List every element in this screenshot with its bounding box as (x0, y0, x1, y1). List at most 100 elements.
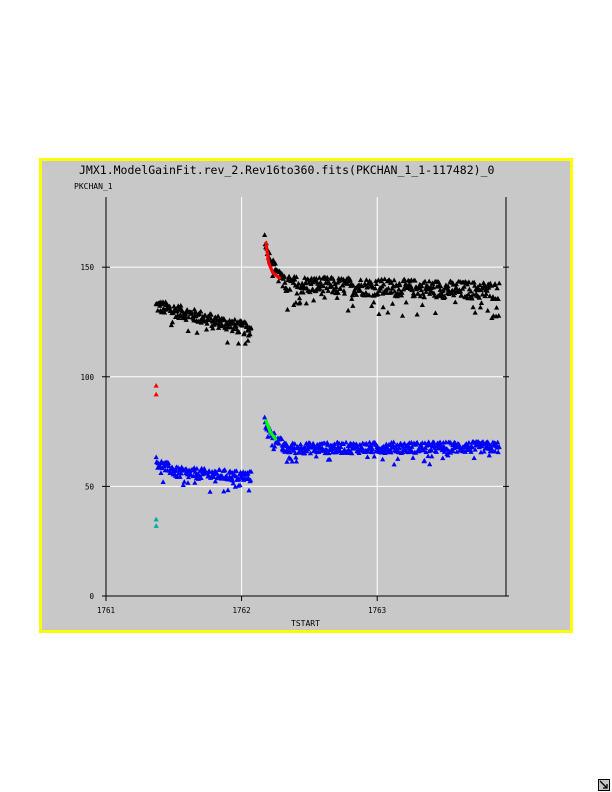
upper-data-point (347, 277, 353, 282)
lower-data-point (421, 458, 428, 463)
upper-data-point (224, 339, 231, 345)
upper-data-point (415, 291, 421, 296)
upper-data-point (432, 310, 439, 316)
upper-data-point (341, 290, 348, 296)
lower-data-point (221, 488, 227, 494)
lower-data-point (395, 456, 401, 461)
upper-data-point (287, 287, 293, 292)
upper-data-point (241, 330, 247, 336)
upper-data-point (457, 288, 464, 294)
upper-data-point (248, 325, 254, 330)
lower-data-point (425, 453, 431, 459)
lower-data-point (315, 444, 321, 450)
upper-data-point (275, 278, 282, 284)
lower-data-point (297, 441, 304, 447)
upper-data-point (325, 288, 331, 293)
lower-data-point (262, 414, 268, 420)
lower-data-point (496, 444, 502, 449)
upper-data-point (232, 316, 238, 322)
y-axis-label: PKCHAN_1 (74, 182, 113, 191)
lower-data-point (188, 472, 194, 477)
upper-data-point (292, 276, 298, 282)
lower-data-point (225, 487, 231, 493)
upper-data-point (440, 287, 446, 293)
lower-data-point (198, 475, 204, 481)
upper-data-point (388, 278, 394, 284)
upper-data-point (295, 280, 302, 286)
lower-data-point (313, 453, 319, 459)
lower-data-point (248, 468, 254, 474)
lower-data-point (468, 449, 474, 454)
lower-data-point (479, 443, 485, 449)
upper-data-point (484, 288, 490, 293)
lower-data-point (279, 436, 285, 442)
upper-data-point (385, 309, 391, 315)
upper-data-point (185, 328, 191, 333)
axis-labels: JMX1.ModelGainFit.rev_2.Rev16to360.fits(… (74, 163, 494, 628)
upper-data-point (469, 295, 475, 301)
upper-data-point (487, 293, 493, 299)
upper-data-point (192, 309, 199, 314)
lower-data-point (246, 487, 252, 493)
lower-data-point (185, 480, 191, 485)
lower-data-point (331, 441, 338, 447)
upper-data-point (228, 324, 234, 330)
upper-data-point (366, 292, 372, 297)
upper-data-point (476, 295, 482, 300)
lower-data-point (292, 441, 298, 446)
upper-data-point (422, 278, 428, 284)
lower-data-point (414, 439, 420, 445)
upper-data-point (465, 291, 471, 297)
lower-data-point (492, 448, 498, 454)
upper-fit-line (264, 241, 282, 280)
upper-data-point (329, 283, 335, 289)
upper-data-point (217, 319, 223, 324)
lower-data-point (280, 445, 286, 451)
upper-data-point (348, 280, 354, 286)
upper-data-point (421, 294, 428, 300)
lower-data-point (177, 474, 183, 479)
upper-data-point (358, 277, 364, 282)
lower-data-point (426, 439, 432, 445)
lower-data-point (445, 452, 451, 458)
lower-data-point (466, 439, 472, 445)
x-tick-label: 1763 (368, 606, 386, 615)
lower-data-point (222, 467, 228, 472)
upper-data-point (301, 283, 307, 288)
upper-data-point (291, 302, 297, 307)
upper-data-point (472, 283, 478, 288)
lower-data-point (433, 449, 440, 454)
upper-data-point (282, 280, 288, 285)
upper-data-point (391, 277, 397, 283)
lower-data-point (230, 480, 236, 486)
lower-data-point (334, 448, 340, 454)
upper-data-point (452, 290, 458, 296)
upper-data-point (409, 287, 416, 293)
upper-data-point (240, 322, 246, 328)
upper-data-point (420, 291, 426, 296)
upper-data-point (357, 287, 363, 293)
upper-data-point (277, 268, 283, 274)
lower-data-point (427, 461, 433, 467)
upper-data-point (396, 286, 402, 292)
upper-data-point (495, 296, 501, 302)
lower-data-point (269, 442, 275, 448)
upper-data-point (439, 291, 445, 296)
lower-data-point (349, 450, 355, 456)
upper-data-point (472, 309, 478, 315)
upper-data-point (161, 309, 168, 315)
upper-data-point (442, 294, 448, 299)
lower-data-point (201, 465, 207, 471)
resize-corner-icon[interactable] (598, 779, 610, 791)
lower-data-point (289, 458, 295, 464)
upper-data-point (403, 299, 409, 305)
lower-data-point (165, 460, 172, 466)
lower-data-point (391, 461, 397, 467)
upper-data-point (414, 311, 420, 317)
upper-data-point (350, 283, 356, 288)
fit-lines (264, 241, 282, 441)
upper-data-point (317, 285, 323, 291)
upper-data-point (486, 284, 492, 290)
upper-data-point (221, 316, 227, 322)
plot-frame (102, 197, 509, 601)
